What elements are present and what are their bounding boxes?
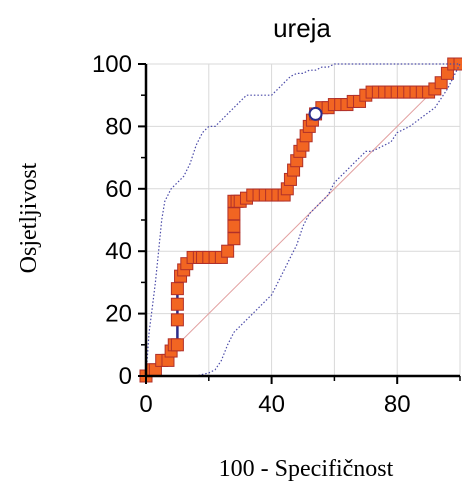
roc-point-marker	[227, 219, 241, 233]
tick-labels: 0 20 40 60 80 100 0 40 80	[92, 51, 411, 418]
roc-point-marker	[170, 297, 184, 311]
y-axis-label: Osjetljivost	[16, 162, 42, 273]
y-tick-label: 40	[105, 238, 132, 265]
x-tick-label: 80	[384, 391, 411, 418]
optimal-point-marker	[308, 106, 323, 121]
chart-title: ureja	[273, 13, 331, 43]
roc-point-marker	[170, 338, 184, 352]
roc-point-marker	[227, 207, 241, 221]
x-axis-label: 100 - Specifičnost	[219, 456, 394, 482]
roc-point-marker	[170, 282, 184, 296]
y-tick-label: 20	[105, 301, 132, 328]
roc-point-marker	[221, 244, 235, 258]
roc-point-marker	[227, 232, 241, 246]
y-tick-label: 0	[119, 363, 132, 390]
roc-point-marker	[170, 313, 184, 327]
x-tick-label: 0	[139, 391, 152, 418]
y-tick-label: 60	[105, 176, 132, 203]
x-tick-label: 40	[258, 391, 285, 418]
diagonal-reference-line	[145, 63, 461, 377]
y-tick-label: 100	[92, 51, 132, 78]
ci-lower-band	[146, 63, 461, 377]
plot-area	[138, 57, 462, 384]
y-tick-label: 80	[105, 113, 132, 140]
